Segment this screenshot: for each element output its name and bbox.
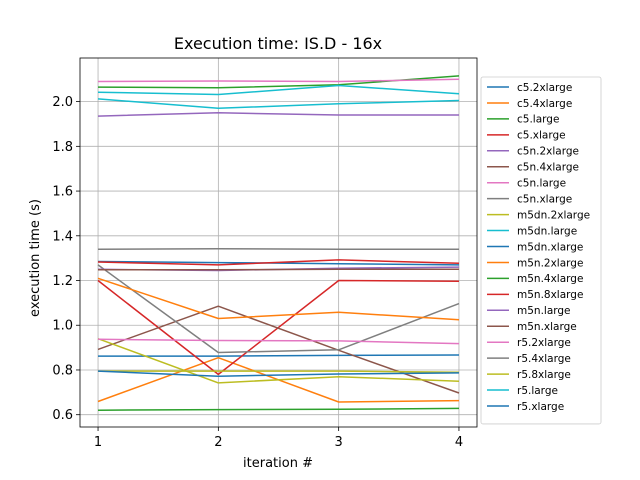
legend-entry-label: c5n.large	[517, 178, 566, 190]
series-line-r5-large	[97, 98, 460, 110]
legend-entry-label: m5dn.large	[517, 225, 577, 237]
series-line-r5-2xlarge	[97, 338, 460, 345]
legend-entry-label: c5.4xlarge	[517, 98, 572, 110]
y-tick-label: 1.4	[52, 229, 73, 244]
x-tick-label: 4	[455, 435, 463, 450]
series-line-c5n-2xlarge	[97, 112, 459, 117]
y-tick-label: 2.0	[52, 95, 73, 110]
series-line-m5n-xlarge	[98, 268, 459, 271]
series-line-m5dn-2xlarge	[97, 337, 460, 384]
y-tick-label: 1.8	[52, 140, 73, 155]
legend: c5.2xlarge c5.4xlarge c5.large c5.xlarge c5n…	[480, 76, 602, 425]
series-line-m5n-2xlarge	[97, 277, 460, 321]
series-line-m5n-8xlarge	[97, 259, 460, 266]
legend-entry-label: r5.8xlarge	[517, 369, 571, 381]
series-line-c5-2xlarge	[98, 354, 460, 357]
y-tick-label: 1.2	[52, 274, 73, 289]
y-axis-label: execution time (s)	[28, 199, 43, 317]
y-tick-label: 0.6	[52, 408, 73, 423]
y-tick-label: 1.0	[52, 319, 73, 334]
legend-entry-label: r5.xlarge	[517, 401, 564, 413]
legend-entry-label: c5n.xlarge	[517, 193, 572, 205]
legend-entry-label: m5n.xlarge	[517, 321, 577, 333]
series-line-r5-xlarge	[97, 370, 460, 377]
legend-entry-label: c5.2xlarge	[517, 82, 572, 94]
y-tick-label: 1.6	[52, 185, 73, 200]
series-line-m5n-4xlarge	[97, 407, 460, 411]
series-lines	[97, 75, 460, 411]
legend-entry-label: r5.large	[517, 385, 558, 397]
legend-entry-label: c5n.4xlarge	[517, 162, 579, 174]
legend-entry-label: c5n.2xlarge	[517, 146, 579, 158]
legend-entry-label: m5n.large	[517, 305, 571, 317]
x-tick-label: 1	[94, 435, 102, 450]
legend-entry-label: m5dn.xlarge	[517, 241, 583, 253]
y-tick-label: 0.8	[52, 363, 73, 378]
legend-entry-label: c5.large	[517, 114, 559, 126]
legend-entry-label: m5n.4xlarge	[517, 273, 583, 285]
legend-box	[480, 76, 602, 425]
x-axis-label: iteration #	[243, 456, 313, 471]
plot-frame	[79, 57, 478, 428]
legend-entry-label: c5.xlarge	[517, 130, 566, 142]
legend-entry-label: m5n.2xlarge	[517, 257, 583, 269]
grid-lines	[80, 58, 477, 427]
x-tick-label: 3	[335, 435, 343, 450]
legend-entry-label: m5n.8xlarge	[517, 289, 583, 301]
axes: 1 2 3 4 0.6 0.8 1.0 1.2 1.4 1.6 1.8 2.0	[52, 57, 478, 450]
series-line-c5n-large	[97, 78, 460, 83]
series-line-r5-8xlarge	[98, 370, 460, 373]
x-tick-label: 2	[214, 435, 222, 450]
series-line-m5dn-large	[97, 84, 460, 96]
chart-title: Execution time: IS.D - 16x	[174, 34, 382, 53]
legend-entry-label: r5.2xlarge	[517, 337, 571, 349]
legend-entry-label: m5dn.2xlarge	[517, 209, 590, 221]
series-line-c5n-xlarge	[97, 264, 460, 354]
legend-entry-label: r5.4xlarge	[517, 353, 571, 365]
